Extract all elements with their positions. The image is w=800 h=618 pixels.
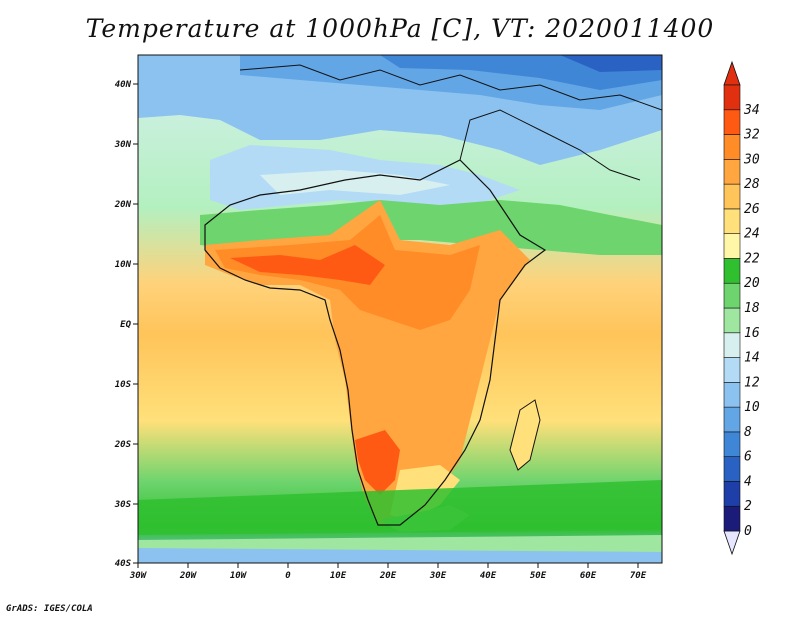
lon-label-70e: 70E: [630, 571, 647, 581]
colorbar-label: 2: [744, 499, 752, 514]
colorbar-label: 30: [743, 152, 760, 167]
lon-label-40e: 40E: [480, 571, 497, 581]
colorbar-label: 16: [744, 326, 760, 341]
colorbar-segment: [723, 382, 741, 408]
lat-label-40n: 40N: [115, 80, 132, 90]
lon-label-20e: 20E: [379, 571, 397, 581]
lat-label-40s: 40S: [115, 559, 132, 569]
colorbar-segment: [723, 307, 741, 334]
colorbar-segment: [723, 357, 741, 383]
lon-label-60e: 60E: [580, 571, 597, 581]
lat-label-30s: 30S: [114, 500, 132, 510]
colorbar-segment: [723, 431, 741, 457]
colorbar-segment: [723, 233, 741, 259]
lat-label-10n: 10N: [115, 260, 132, 270]
colorbar-label: 14: [744, 351, 760, 366]
lat-label-20s: 20S: [114, 440, 132, 450]
colorbar-label: 4: [744, 474, 752, 489]
colorbar-segment: [723, 456, 741, 482]
colorbar-segment: [723, 481, 741, 507]
lon-label-10e: 10E: [330, 571, 347, 581]
colorbar-segment: [723, 282, 741, 309]
colorbar-label: 20: [744, 276, 760, 291]
colorbar-segment: [723, 406, 741, 433]
lat-label-10s: 10S: [115, 380, 132, 390]
colorbar-label: 22: [744, 251, 760, 266]
colorbar-segment: [723, 109, 741, 135]
colorbar-label: 10: [744, 400, 760, 415]
lon-label-30e: 30E: [429, 571, 447, 581]
colorbar-top-triangle: [723, 60, 741, 86]
colorbar-label: 28: [744, 177, 760, 192]
chart-title: Temperature at 1000hPa [C], VT: 20200114…: [85, 14, 715, 43]
lon-label-30w: 30W: [129, 571, 148, 581]
lon-label-10w: 10W: [230, 571, 248, 581]
colorbar-label: 12: [744, 375, 760, 390]
colorbar-segment: [723, 258, 741, 284]
map-frame: [137, 54, 663, 564]
colorbar-label: 0: [744, 524, 752, 539]
latitude-axis: 40N 30N 20N 10N EQ 10S 20S 30S 40S: [114, 80, 138, 569]
colorbar-bottom-triangle: [723, 530, 741, 556]
temperature-field: [138, 55, 662, 563]
lat-label-eq: EQ: [120, 320, 131, 330]
lon-label-0: 0: [285, 571, 291, 581]
colorbar-segment: [723, 332, 741, 358]
colorbar-label: 26: [744, 202, 760, 217]
longitude-axis: 30W 20W 10W 0 10E 20E 30E 40E 50E 60E 70…: [129, 563, 647, 581]
credit-text: GrADS: IGES/COLA: [6, 604, 93, 614]
lon-label-50e: 50E: [530, 571, 547, 581]
colorbar-segment: [723, 159, 741, 185]
colorbar-segment: [723, 208, 741, 234]
colorbar-segment: [723, 84, 741, 111]
colorbar-segment: [723, 183, 741, 210]
colorbar-label: 34: [743, 103, 760, 118]
colorbar-segment: [723, 134, 741, 160]
colorbar-label: 32: [743, 128, 760, 143]
lat-label-20n: 20N: [114, 200, 132, 210]
lat-label-30n: 30N: [114, 140, 132, 150]
colorbar-label: 18: [744, 301, 760, 316]
colorbar-label: 24: [744, 227, 760, 242]
colorbar-segment: [723, 505, 741, 532]
colorbar-label: 6: [744, 450, 752, 465]
lon-label-20w: 20W: [179, 571, 198, 581]
colorbar-label: 8: [744, 425, 752, 440]
